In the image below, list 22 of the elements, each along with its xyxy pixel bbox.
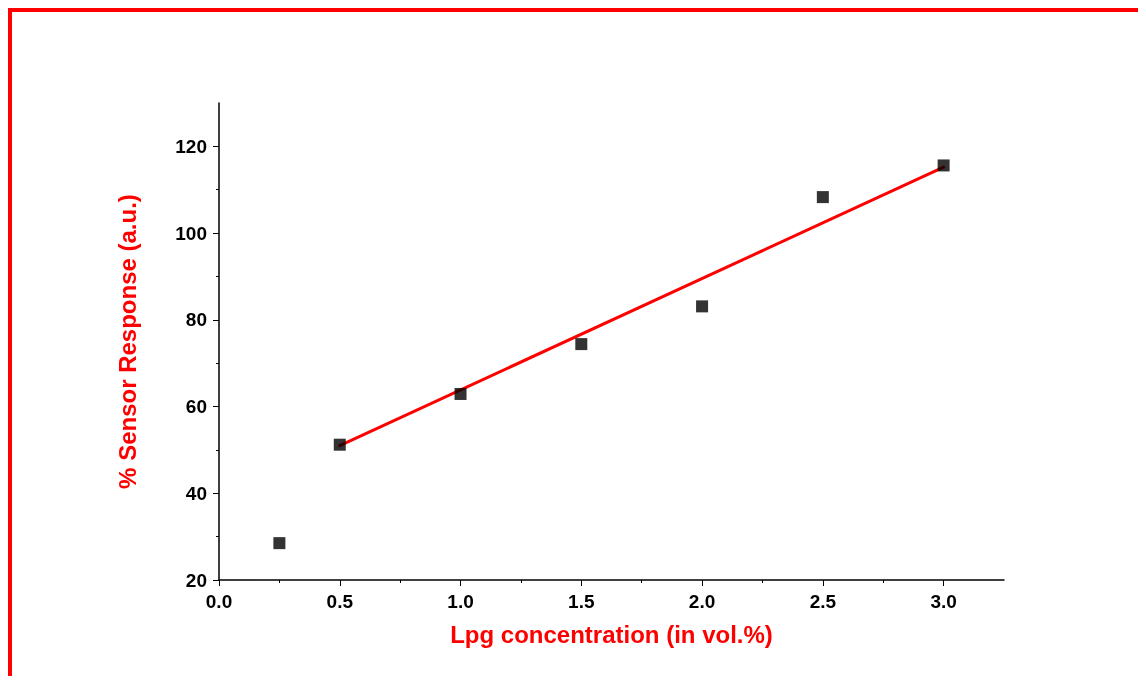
y-tick-label: 80 xyxy=(185,309,207,331)
point xyxy=(696,300,709,313)
point xyxy=(454,387,467,400)
x-axis-title: Lpg concentration (in vol.%) xyxy=(450,620,773,648)
x-tick-label: 3.0 xyxy=(930,591,957,612)
point xyxy=(575,338,588,351)
y-tick-label: 40 xyxy=(185,482,207,504)
y-tick-label: 20 xyxy=(185,569,207,591)
x-tick-label: 1.5 xyxy=(568,591,595,612)
y-tick-label: 60 xyxy=(185,396,207,418)
y-axis-title: % Sensor Response (a.u.) xyxy=(113,194,141,489)
point xyxy=(937,159,950,172)
x-tick-label: 2.5 xyxy=(809,591,837,612)
x-tick-label: 1.0 xyxy=(447,591,474,612)
y-tick-label: 100 xyxy=(175,222,207,244)
x-tick-label: 2.0 xyxy=(688,591,716,612)
x-tick-label: 0.0 xyxy=(205,591,233,612)
point xyxy=(816,191,829,204)
x-tick-label: 0.5 xyxy=(326,591,354,612)
point xyxy=(333,438,346,451)
y-tick-label: 120 xyxy=(175,135,207,157)
point xyxy=(273,537,286,550)
